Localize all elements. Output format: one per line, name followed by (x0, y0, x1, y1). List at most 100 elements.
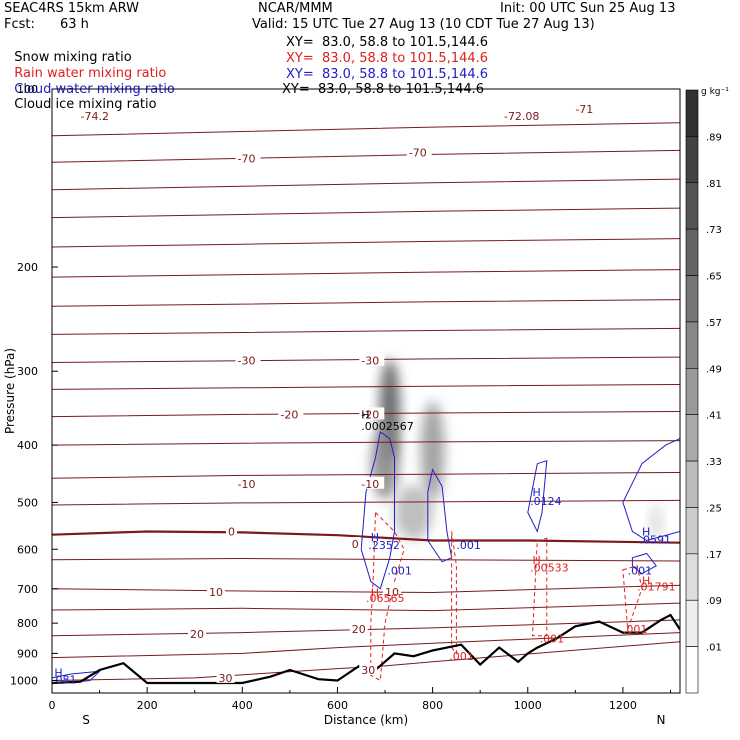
x-tick-label-4: 800 (422, 699, 443, 712)
legend-cloudice-name: Cloud ice mixing ratio (14, 97, 157, 112)
legend-rain: Rain water mixing ratio (6, 51, 166, 81)
cloud-water-contours-layer (52, 431, 680, 683)
isotherm-3 (52, 207, 680, 219)
temperature-label-3: -70 (238, 152, 256, 165)
annotation-2: H (371, 531, 379, 544)
terrain-line (52, 613, 680, 685)
colorbar-swatch-0 (685, 89, 699, 137)
annotation-20: H (54, 667, 62, 680)
isotherm-15 (52, 557, 680, 562)
annotation-6: H (371, 586, 379, 599)
cloud-water-contour-4 (631, 552, 657, 575)
cloud-water-contour-3 (622, 438, 680, 542)
annotation-14: .0591 (640, 534, 672, 547)
y-axis: 100 200 300 400 500 600 700 800 900 1000 (10, 83, 58, 687)
isotherm-2 (52, 178, 680, 191)
snow-shade-3 (394, 485, 433, 540)
y-tick-label-9: 1000 (10, 674, 38, 687)
colorbar-label-5: .41 (706, 411, 722, 422)
legend-snow-name: Snow mixing ratio (14, 50, 132, 65)
colorbar-swatch-9 (685, 507, 699, 555)
colorbar-swatch-2 (685, 182, 699, 230)
fcst-value: 63 h (60, 17, 89, 32)
colorbar-unit: g kg⁻¹ (701, 87, 729, 97)
center-title: NCAR/MMM (258, 1, 333, 16)
colorbar-label-9: .73 (706, 225, 722, 236)
annotation-0: H (361, 408, 369, 421)
temperature-label-bg-11 (226, 524, 238, 537)
cloud-water-contour-2 (527, 459, 548, 533)
annotation-17: .01791 (637, 581, 676, 594)
temperature-label-5: -30 (238, 355, 256, 368)
isotherm-9 (52, 384, 680, 390)
temperature-label-bg-10 (359, 476, 385, 489)
temperature-label-bg-15 (187, 626, 206, 639)
temperature-label-13: 10 (209, 586, 223, 599)
isotherm-10 (52, 411, 680, 418)
x-tick-label-0: 0 (49, 699, 56, 712)
annotation-9: .0124 (530, 495, 562, 508)
legend-rain-xy: XY= 83.0, 58.8 to 101.5,144.6 (286, 51, 489, 66)
temperature-label-bg-2 (573, 101, 599, 114)
snow-shade-4 (650, 503, 662, 542)
x-axis-label: Distance (km) (324, 713, 408, 727)
temperature-label-17: 30 (219, 672, 233, 685)
temperature-label-bg-3 (235, 151, 261, 164)
annotation-11: .00533 (530, 561, 569, 574)
temperature-labels-layer: -74.2 -72.08 -71 -70 -70 -30 -30 -20 -20 -10 -10 0 0… (78, 101, 599, 685)
y-tick-label-6: 700 (17, 583, 38, 596)
model-title: SEAC4RS 15km ARW (4, 1, 140, 16)
colorbar-swatch-11 (685, 599, 699, 647)
x-tick-label-3: 600 (327, 699, 348, 712)
colorbar-label-8: .65 (706, 272, 722, 283)
isotherm-0 (52, 122, 680, 137)
x-tick-label-6: 1200 (609, 699, 637, 712)
valid-time: Valid: 15 UTC Tue 27 Aug 13 (10 CDT Tue … (252, 17, 595, 32)
temperature-label-15: 20 (190, 628, 204, 641)
temperature-label-bg-0 (78, 108, 118, 121)
colorbar-swatch-12 (685, 646, 699, 694)
north-end-label: N (657, 713, 666, 727)
plot-frame (51, 88, 681, 694)
cloud-water-contour-5 (52, 670, 101, 683)
temperature-label-18: 30 (361, 664, 375, 677)
temperature-label-16: 20 (352, 623, 366, 636)
temperature-label-bg-12 (349, 537, 361, 550)
temperature-label-bg-18 (359, 662, 378, 675)
annotations-layer: H.0002567H.2352.001.001H.06565H.0124H.00… (52, 408, 676, 686)
temperature-label-0: -74.2 (81, 110, 109, 123)
temperature-label-9: -10 (238, 478, 256, 491)
legend-snow-xy: XY= 83.0, 58.8 to 101.5,144.6 (286, 35, 489, 50)
colorbar-swatch-5 (685, 321, 699, 369)
y-tick-label-3: 400 (17, 439, 38, 452)
temperature-label-11: 0 (228, 526, 235, 539)
isotherm-12 (52, 472, 680, 479)
isotherm-5 (52, 269, 680, 278)
cloud-water-contour-1 (427, 468, 453, 563)
rain-water-contour-3 (622, 565, 643, 630)
annotation-16: H (642, 574, 650, 587)
colorbar-swatch-1 (685, 136, 699, 184)
south-end-label: S (82, 713, 90, 727)
y-tick-label-8: 900 (17, 647, 38, 660)
y-tick-label-7: 800 (17, 617, 38, 630)
colorbar-swatch-10 (685, 553, 699, 601)
temperature-label-bg-5 (235, 353, 261, 366)
rain-water-contour-2 (531, 537, 548, 637)
x-tick-label-1: 200 (137, 699, 158, 712)
temperature-label-bg-17 (216, 670, 235, 683)
isotherm-13 (52, 499, 680, 506)
colorbar-label-10: .81 (706, 179, 722, 190)
temperature-label-8: -20 (361, 408, 379, 421)
legend-rain-name: Rain water mixing ratio (14, 66, 167, 81)
temperature-label-1: -72.08 (504, 110, 539, 123)
isotherm-1 (52, 149, 680, 163)
legend-cloudice: Cloud ice mixing ratio (6, 82, 157, 112)
annotation-4: .001 (387, 565, 412, 578)
legend-cloudwater-xy: XY= 83.0, 58.8 to 101.5,144.6 (286, 67, 489, 82)
y-tick-label-5: 600 (17, 543, 38, 556)
temperature-label-bg-7 (278, 407, 304, 420)
colorbar-label-1: .09 (706, 596, 722, 607)
annotation-18: .001 (623, 623, 648, 636)
annotation-19: .001 (449, 650, 474, 663)
